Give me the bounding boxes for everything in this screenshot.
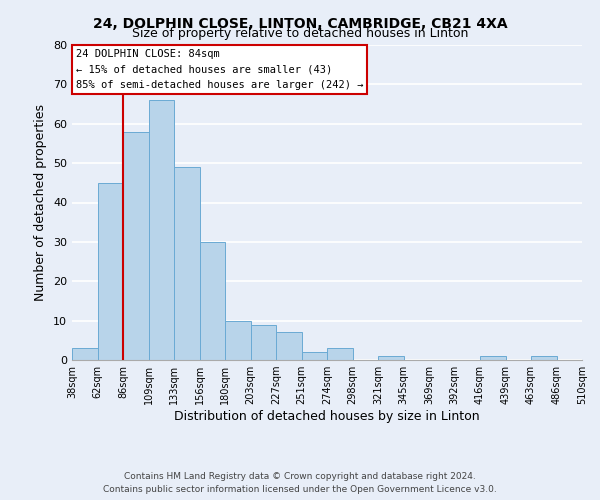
Bar [276,332,302,360]
Bar [97,183,123,360]
X-axis label: Distribution of detached houses by size in Linton: Distribution of detached houses by size … [174,410,480,423]
Bar [72,348,97,360]
Bar [302,352,327,360]
Bar [225,320,251,360]
Bar [251,324,276,360]
Bar [174,167,199,360]
Bar [378,356,404,360]
Bar [531,356,557,360]
Bar [480,356,505,360]
Bar [199,242,225,360]
Text: Contains HM Land Registry data © Crown copyright and database right 2024.
Contai: Contains HM Land Registry data © Crown c… [103,472,497,494]
Bar [123,132,149,360]
Y-axis label: Number of detached properties: Number of detached properties [34,104,47,301]
Bar [149,100,174,360]
Text: 24 DOLPHIN CLOSE: 84sqm
← 15% of detached houses are smaller (43)
85% of semi-de: 24 DOLPHIN CLOSE: 84sqm ← 15% of detache… [76,49,364,90]
Bar [327,348,353,360]
Text: Size of property relative to detached houses in Linton: Size of property relative to detached ho… [132,28,468,40]
Text: 24, DOLPHIN CLOSE, LINTON, CAMBRIDGE, CB21 4XA: 24, DOLPHIN CLOSE, LINTON, CAMBRIDGE, CB… [92,18,508,32]
